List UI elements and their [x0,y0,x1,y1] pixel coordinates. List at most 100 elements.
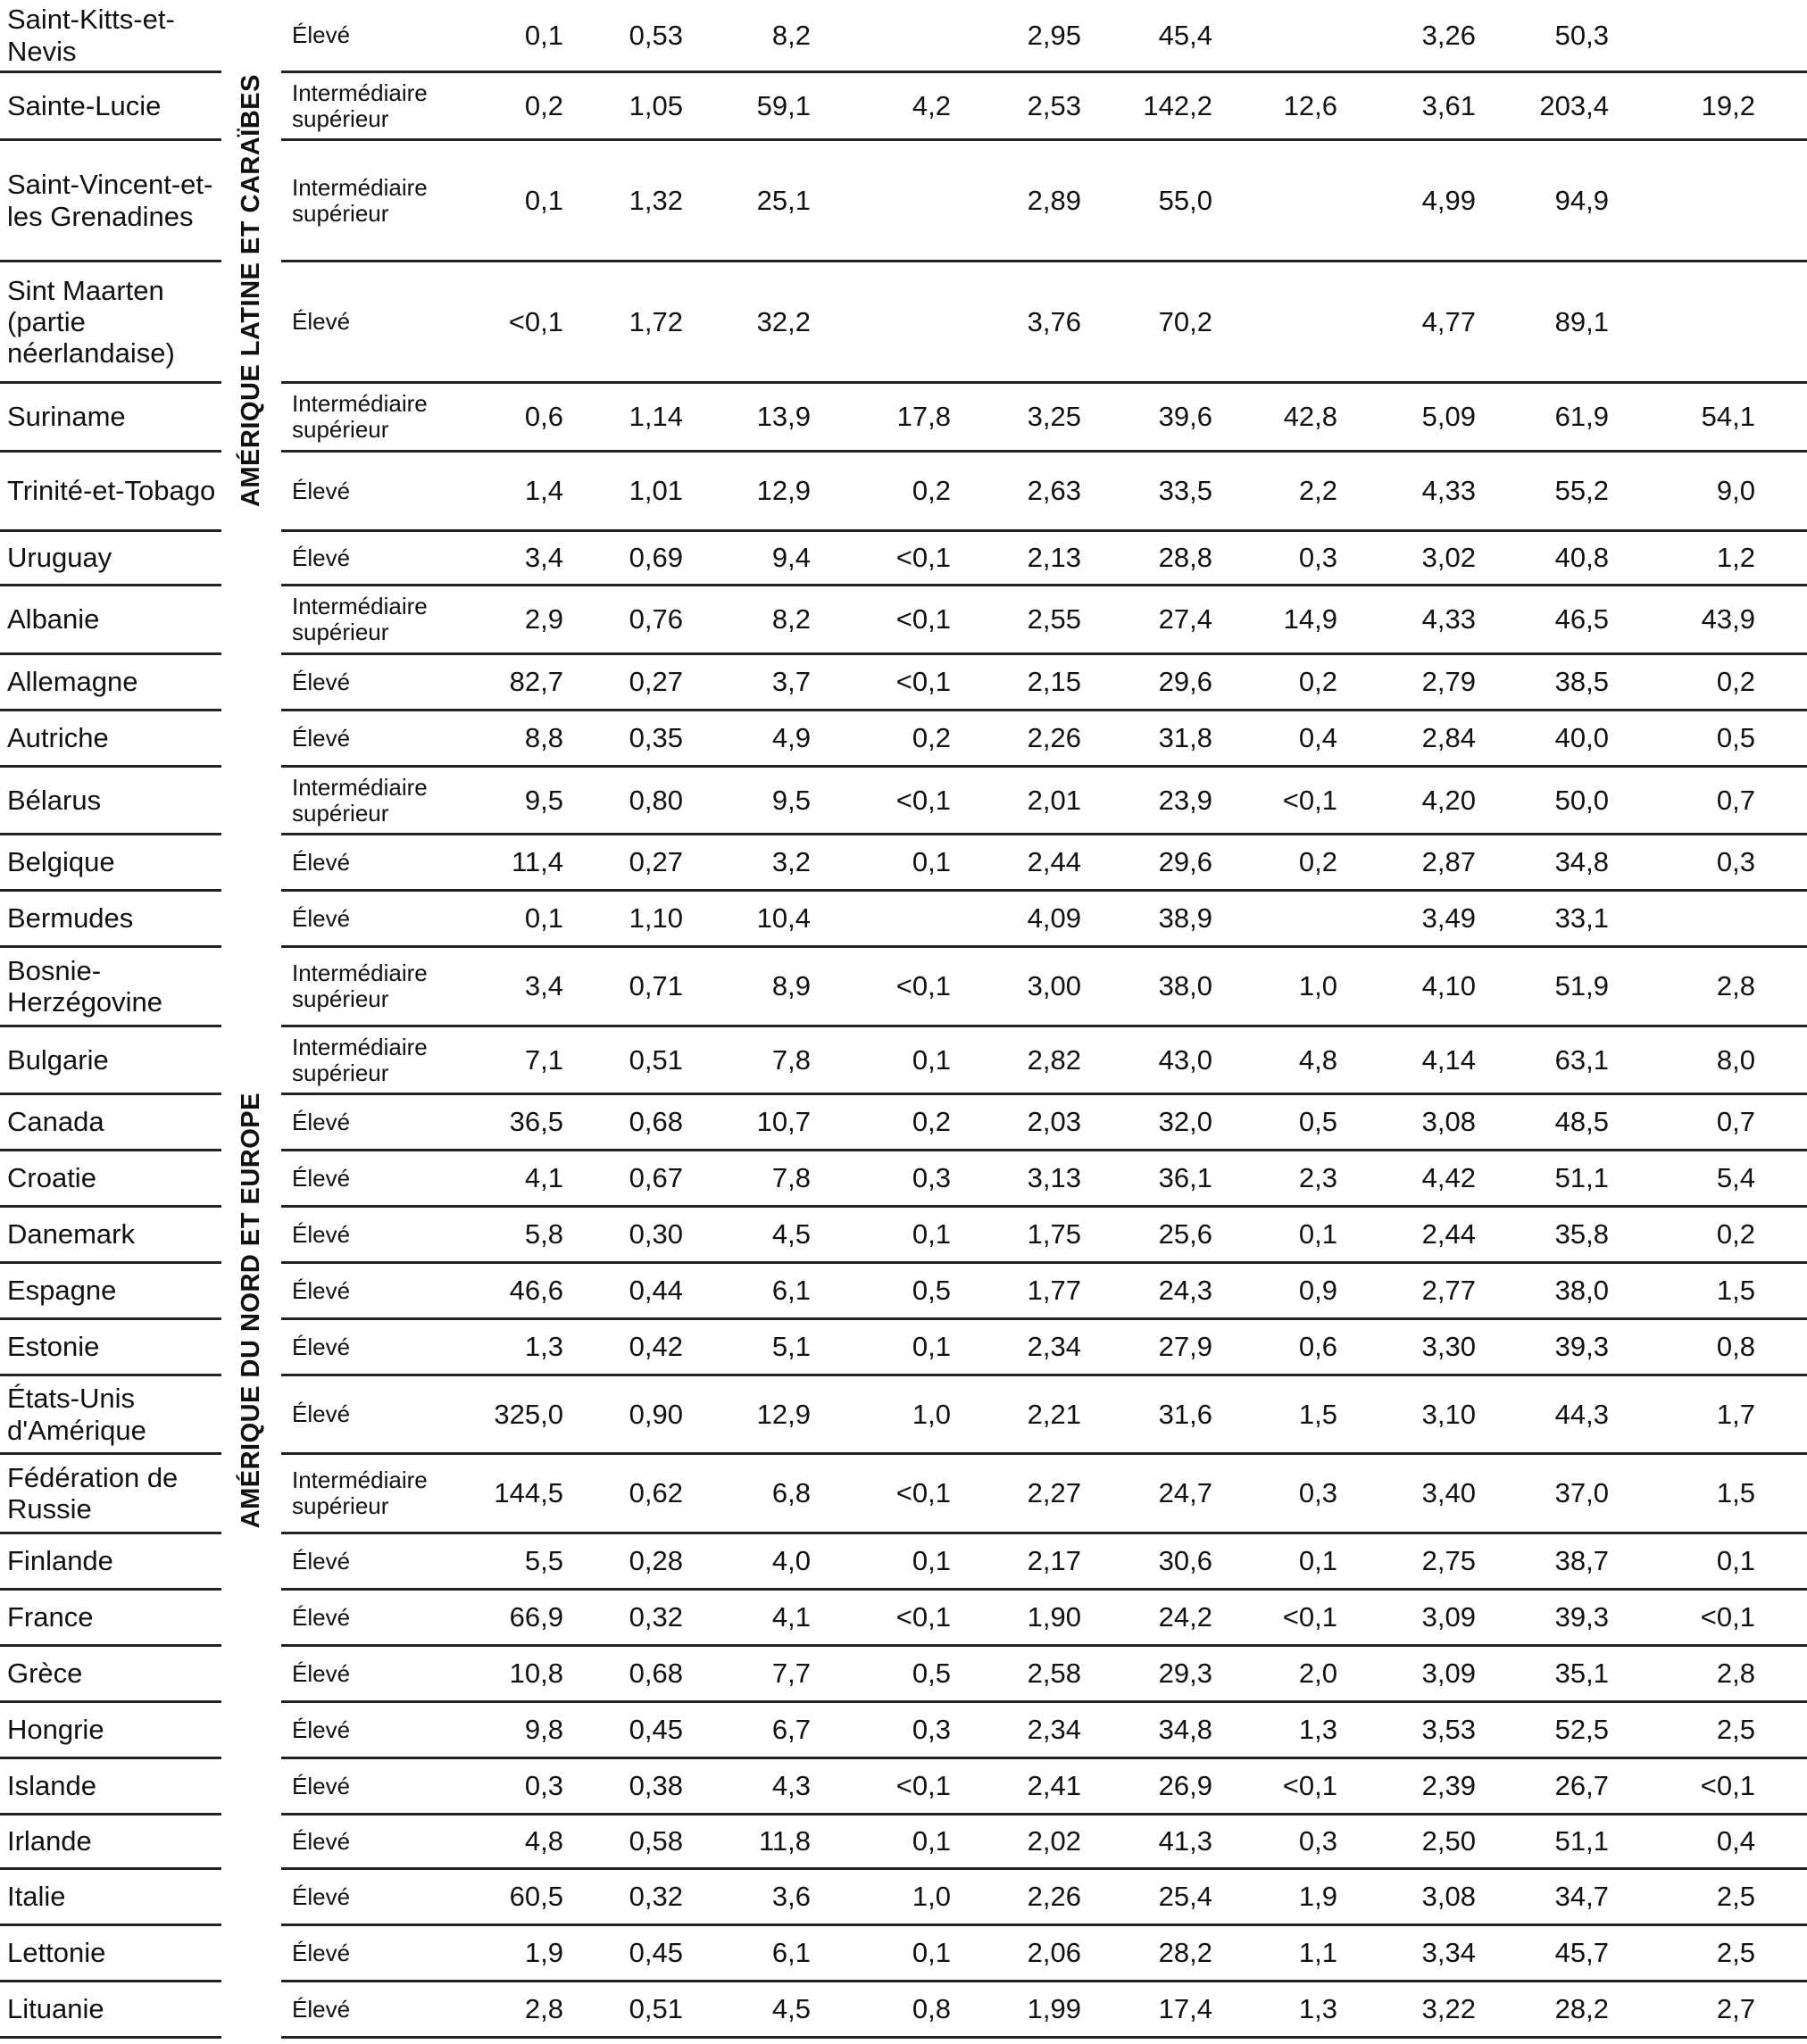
value-cell: 40,0 [1488,711,1621,768]
value-cell: 0,32 [576,1870,695,1926]
value-cell: 8,8 [455,711,576,768]
value-cell: 38,5 [1488,655,1621,711]
income-cell: Élevé [281,655,455,711]
income-cell: Élevé [281,1534,455,1591]
value-cell: 2,34 [963,1320,1094,1376]
value-cell: 0,5 [1621,711,1807,768]
value-cell: 35,8 [1488,1208,1621,1264]
value-cell: 2,53 [963,73,1094,141]
value-cell: 38,9 [1094,892,1225,948]
value-cell: 10,7 [695,1095,823,1151]
value-cell: 12,9 [695,1376,823,1455]
value-cell: 1,10 [576,892,695,948]
value-cell: 2,21 [963,1376,1094,1455]
value-cell: 0,1 [1225,1208,1350,1264]
value-cell: 2,2 [1225,453,1350,532]
value-cell: 0,2 [1621,1208,1807,1264]
value-cell: 2,7 [1621,1982,1807,2039]
value-cell: 0,2 [823,453,963,532]
table-row: Belgique Élevé 11,4 0,27 3,2 0,1 2,44 29,6 0,2 2,… [0,835,1807,892]
value-cell: 4,1 [695,1591,823,1647]
value-cell: 0,32 [576,1591,695,1647]
value-cell: 0,45 [576,1926,695,1982]
value-cell: <0,1 [1225,1759,1350,1816]
income-cell: Élevé [281,1376,455,1455]
value-cell: 3,10 [1350,1376,1488,1455]
country-cell: Lituanie [0,1982,221,2039]
value-cell: 1,0 [1225,948,1350,1027]
income-cell: Intermédiaire supérieur [281,948,455,1027]
value-cell: 0,1 [823,1534,963,1591]
value-cell: 0,9 [1225,1264,1350,1320]
value-cell: 35,1 [1488,1647,1621,1703]
table-row: Danemark Élevé 5,8 0,30 4,5 0,1 1,75 25,6 0,1 2,4… [0,1208,1807,1264]
value-cell: 33,5 [1094,453,1225,532]
country-cell: Suriname [0,384,221,453]
value-cell: 1,7 [1621,1376,1807,1455]
value-cell: 1,0 [823,1870,963,1926]
value-cell: 3,4 [455,948,576,1027]
value-cell: 2,5 [1621,1703,1807,1759]
value-cell: 2,55 [963,586,1094,655]
table-row: Islande Élevé 0,3 0,38 4,3 <0,1 2,41 26,9 <0,1 2,… [0,1759,1807,1816]
value-cell: 36,5 [455,1095,576,1151]
value-cell: 4,0 [695,1534,823,1591]
value-cell: 8,2 [695,586,823,655]
value-cell: 2,44 [963,835,1094,892]
income-cell: Élevé [281,1151,455,1208]
value-cell: <0,1 [1621,1591,1807,1647]
value-cell: 2,63 [963,453,1094,532]
value-cell: 7,8 [695,1151,823,1208]
value-cell: 0,67 [576,1151,695,1208]
value-cell: 39,3 [1488,1320,1621,1376]
value-cell: 0,27 [576,835,695,892]
value-cell: 4,99 [1350,141,1488,262]
income-cell: Élevé [281,1095,455,1151]
value-cell: 89,1 [1488,262,1621,384]
value-cell [1225,892,1350,948]
country-cell: Italie [0,1870,221,1926]
value-cell: 1,75 [963,1208,1094,1264]
value-cell: 0,1 [823,1816,963,1870]
value-cell: 3,09 [1350,1647,1488,1703]
table-row: Autriche Élevé 8,8 0,35 4,9 0,2 2,26 31,8 0,4 2,8… [0,711,1807,768]
value-cell [1621,262,1807,384]
value-cell: 4,8 [455,1816,576,1870]
income-cell: Élevé [281,1926,455,1982]
value-cell [823,0,963,73]
value-cell: <0,1 [823,655,963,711]
value-cell: 1,05 [576,73,695,141]
value-cell: 0,30 [576,1208,695,1264]
value-cell: 144,5 [455,1455,576,1534]
income-cell: Élevé [281,1759,455,1816]
table-row: Grèce Élevé 10,8 0,68 7,7 0,5 2,58 29,3 2,0 3,09 3… [0,1647,1807,1703]
value-cell: 1,3 [1225,1703,1350,1759]
value-cell: 2,41 [963,1759,1094,1816]
value-cell: 2,06 [963,1926,1094,1982]
table-row: Bélarus Intermédiaire supérieur 9,5 0,80 9,5… [0,768,1807,835]
value-cell: 0,51 [576,1027,695,1095]
value-cell [1225,262,1350,384]
value-cell: 2,39 [1350,1759,1488,1816]
value-cell: 13,9 [695,384,823,453]
value-cell: 0,1 [823,1027,963,1095]
income-cell: Élevé [281,711,455,768]
region-cell: AMÉRIQUE LATINE ET CARAÏBES [221,0,281,586]
income-cell: Intermédiaire supérieur [281,768,455,835]
country-cell: Belgique [0,835,221,892]
table-row: Albanie AMÉRIQUE DU NORD ET EUROPE Intermé… [0,586,1807,1528]
value-cell: 2,34 [963,1703,1094,1759]
value-cell: 2,58 [963,1647,1094,1703]
value-cell: 0,3 [1621,835,1807,892]
country-cell: Bélarus [0,768,221,835]
value-cell: 50,3 [1488,0,1621,73]
value-cell: 0,1 [823,1320,963,1376]
value-cell: 3,4 [455,532,576,586]
value-cell: 43,0 [1094,1027,1225,1095]
country-cell: Uruguay [0,532,221,586]
table-row: Bosnie-Herzégovine Intermédiaire supérieu… [0,948,1807,1027]
value-cell [823,141,963,262]
table-row: Saint-Vincent-et-les Grenadines Intermédi… [0,141,1807,262]
value-cell: 2,79 [1350,655,1488,711]
